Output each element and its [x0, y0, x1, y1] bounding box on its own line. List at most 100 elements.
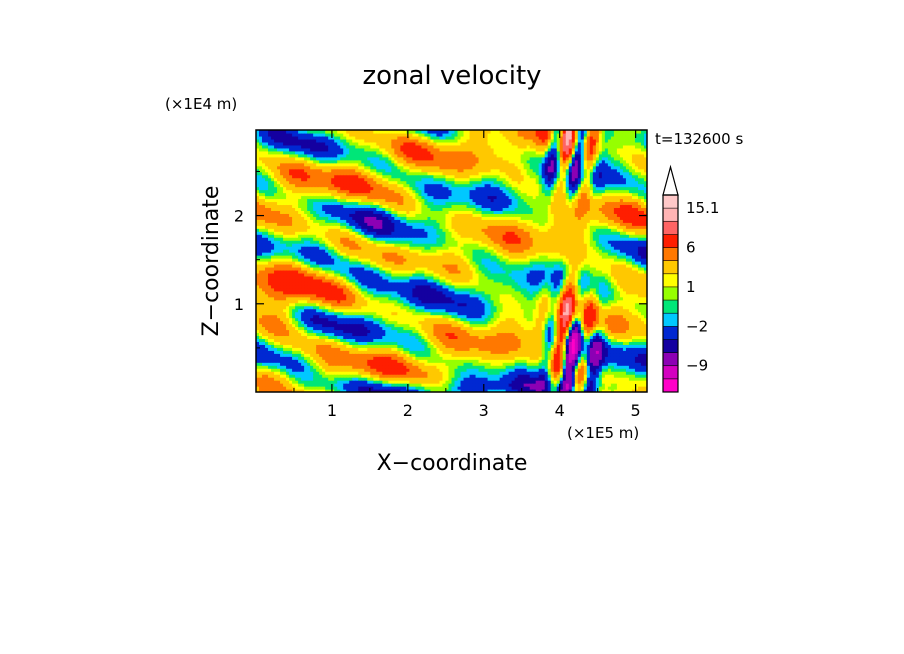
field-cell: [259, 347, 263, 351]
field-cell: [340, 195, 344, 200]
field-cell: [415, 296, 420, 301]
field-cell: [319, 210, 323, 214]
field-cell: [331, 186, 335, 191]
field-cell: [412, 225, 417, 229]
field-cell: [265, 275, 269, 280]
field-cell: [322, 335, 326, 340]
field-cell: [268, 252, 272, 256]
field-cell: [364, 281, 368, 286]
field-cell: [418, 332, 423, 337]
field-cell: [262, 153, 266, 158]
field-cell: [400, 362, 404, 366]
field-cell: [376, 144, 380, 149]
field-cell: [364, 389, 368, 392]
field-cell: [295, 240, 299, 244]
field-cell: [355, 249, 359, 253]
field-cell: [334, 335, 338, 340]
field-cell: [382, 302, 386, 307]
field-cell: [319, 314, 323, 319]
field-cell: [295, 177, 299, 182]
field-cell: [361, 374, 365, 378]
field-cell: [421, 249, 426, 253]
field-cell: [337, 171, 341, 176]
contour-field: [256, 130, 647, 392]
field-cell: [295, 130, 299, 134]
field-cell: [364, 380, 368, 384]
field-cell: [277, 365, 281, 369]
field-cell: [370, 201, 374, 206]
field-cell: [298, 183, 302, 188]
field-cell: [349, 240, 353, 244]
field-cell: [316, 189, 320, 194]
field-cell: [313, 263, 317, 268]
field-cell: [310, 150, 314, 155]
field-cell: [316, 246, 320, 250]
field-cell: [319, 287, 323, 292]
field-cell: [409, 135, 413, 140]
field-cell: [415, 174, 420, 179]
field-cell: [355, 293, 359, 298]
field-cell: [403, 281, 407, 286]
field-cell: [358, 150, 362, 155]
field-cell: [271, 156, 275, 161]
field-cell: [349, 359, 353, 363]
field-cell: [319, 266, 323, 271]
field-cell: [331, 234, 335, 238]
field-cell: [403, 240, 407, 244]
field-cell: [340, 246, 344, 250]
field-cell: [265, 261, 269, 265]
field-cell: [412, 278, 417, 283]
field-cell: [394, 305, 398, 310]
field-cell: [358, 275, 362, 280]
field-cell: [325, 141, 329, 146]
field-cell: [415, 165, 420, 170]
field-cell: [268, 240, 272, 244]
field-cell: [349, 204, 353, 209]
field-cell: [340, 326, 344, 331]
field-cell: [364, 386, 368, 390]
field-cell: [415, 278, 420, 283]
field-cell: [343, 174, 347, 179]
field-cell: [322, 326, 326, 331]
field-cell: [406, 168, 410, 173]
field-cell: [358, 344, 362, 348]
field-cell: [307, 153, 311, 158]
field-cell: [256, 216, 260, 220]
field-cell: [409, 234, 413, 238]
field-cell: [400, 269, 404, 274]
field-cell: [331, 338, 335, 342]
field-cell: [268, 234, 272, 238]
field-cell: [373, 198, 377, 203]
field-cell: [379, 192, 383, 197]
field-cell: [376, 320, 380, 325]
field-cell: [412, 299, 417, 304]
field-cell: [283, 293, 287, 298]
field-cell: [388, 150, 392, 155]
field-cell: [349, 210, 353, 214]
field-cell: [376, 317, 380, 322]
field-cell: [322, 228, 326, 232]
field-cell: [265, 371, 269, 375]
field-cell: [379, 290, 383, 295]
field-cell: [367, 237, 371, 241]
field-cell: [385, 132, 389, 137]
field-cell: [391, 299, 395, 304]
field-cell: [313, 317, 317, 322]
field-cell: [307, 317, 311, 322]
field-cell: [385, 272, 389, 277]
field-cell: [352, 389, 356, 392]
field-cell: [292, 222, 296, 226]
field-cell: [307, 258, 311, 262]
field-cell: [388, 314, 392, 319]
field-cell: [298, 353, 302, 357]
field-cell: [343, 177, 347, 182]
field-cell: [331, 299, 335, 304]
field-cell: [328, 162, 332, 167]
field-cell: [259, 189, 263, 194]
field-cell: [313, 311, 317, 316]
field-cell: [289, 305, 293, 310]
field-cell: [349, 180, 353, 185]
field-cell: [298, 249, 302, 253]
field-cell: [340, 335, 344, 340]
field-cell: [421, 308, 426, 313]
